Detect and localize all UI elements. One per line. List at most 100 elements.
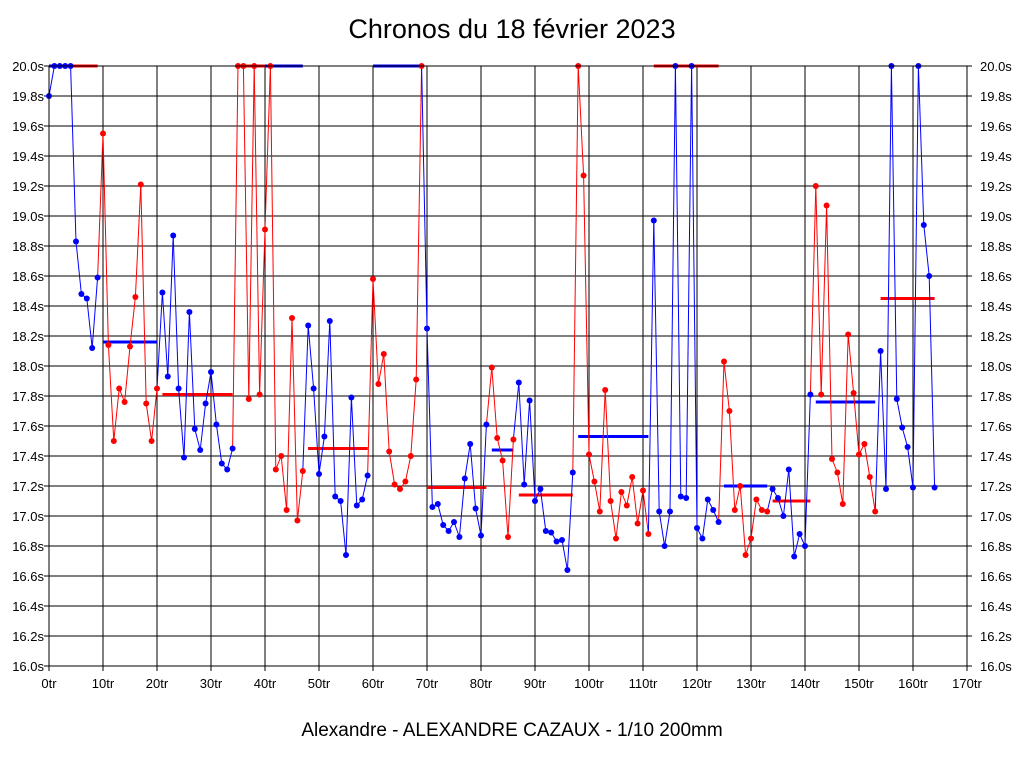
lap-point bbox=[521, 481, 528, 488]
series-line bbox=[502, 460, 509, 538]
x-tick-label: 170tr bbox=[952, 676, 982, 691]
lap-point bbox=[100, 130, 106, 137]
series-line bbox=[842, 334, 849, 505]
lap-point bbox=[262, 226, 268, 233]
lap-point bbox=[537, 486, 544, 492]
y-tick-label-left: 17.2s bbox=[12, 479, 44, 494]
lap-point bbox=[278, 453, 285, 459]
series-line bbox=[804, 394, 811, 547]
series-line bbox=[615, 491, 622, 539]
lap-point bbox=[326, 318, 333, 324]
series-line bbox=[415, 65, 423, 380]
series-line bbox=[512, 382, 520, 440]
lap-point bbox=[370, 276, 376, 282]
lap-point bbox=[629, 474, 636, 480]
series-line bbox=[296, 470, 304, 521]
series-line bbox=[426, 328, 433, 508]
series-line bbox=[912, 65, 919, 488]
lap-point bbox=[726, 408, 733, 414]
series-line bbox=[253, 65, 261, 395]
lap-point bbox=[364, 472, 371, 479]
lap-point bbox=[791, 553, 798, 560]
lap-point bbox=[872, 508, 879, 515]
series-line bbox=[372, 278, 379, 385]
series-line bbox=[896, 398, 903, 428]
lap-point bbox=[451, 519, 457, 525]
lap-point bbox=[742, 552, 749, 558]
lap-point bbox=[429, 504, 436, 510]
lap-point bbox=[343, 552, 349, 558]
series-line bbox=[404, 455, 412, 482]
series-line bbox=[86, 298, 93, 349]
y-tick-label-left: 17.6s bbox=[12, 419, 44, 434]
series-line bbox=[610, 500, 617, 539]
lap-point bbox=[224, 466, 231, 473]
lap-point bbox=[510, 436, 517, 443]
lap-point bbox=[645, 531, 652, 537]
lap-point bbox=[785, 466, 792, 473]
lap-point bbox=[348, 394, 355, 401]
series-line bbox=[853, 392, 860, 455]
series-line bbox=[691, 65, 698, 529]
lap-point bbox=[834, 469, 841, 476]
x-tick-label: 100tr bbox=[574, 676, 604, 691]
lap-point bbox=[483, 421, 490, 428]
lap-point bbox=[591, 478, 598, 485]
lap-point bbox=[850, 390, 857, 396]
lap-point bbox=[164, 373, 171, 380]
series-line bbox=[588, 454, 595, 482]
lap-point bbox=[175, 385, 182, 392]
series-line bbox=[388, 451, 396, 485]
lap-point bbox=[337, 498, 344, 504]
lap-point bbox=[861, 441, 868, 447]
series-line bbox=[777, 497, 784, 517]
y-tick-label-left: 16.8s bbox=[12, 539, 44, 554]
lap-point bbox=[353, 502, 360, 509]
series-line bbox=[885, 65, 892, 490]
lap-point bbox=[116, 385, 123, 392]
y-tick-label-left: 17.4s bbox=[12, 449, 44, 464]
series-line bbox=[97, 133, 104, 278]
series-line bbox=[788, 469, 795, 557]
lap-point bbox=[467, 441, 474, 447]
lap-point bbox=[137, 181, 144, 188]
x-tick-label: 80tr bbox=[470, 676, 493, 691]
lap-point bbox=[321, 433, 328, 440]
lap-point bbox=[710, 507, 717, 513]
lap-point bbox=[197, 447, 204, 453]
series-line bbox=[48, 65, 55, 97]
series-line bbox=[723, 361, 730, 412]
series-line bbox=[475, 508, 482, 536]
lap-point bbox=[105, 342, 112, 348]
series-line bbox=[674, 65, 682, 497]
lap-point bbox=[89, 345, 96, 351]
lap-point bbox=[397, 486, 403, 492]
series-line bbox=[863, 443, 871, 478]
lap-point bbox=[602, 387, 609, 393]
lap-point bbox=[618, 489, 625, 495]
lap-point bbox=[623, 502, 630, 509]
lap-point bbox=[856, 451, 862, 458]
series-line bbox=[815, 185, 822, 395]
series-line bbox=[377, 353, 385, 385]
series-line bbox=[156, 292, 163, 389]
lap-point bbox=[445, 528, 452, 534]
series-line bbox=[739, 485, 747, 556]
lap-point bbox=[305, 322, 312, 329]
y-tick-label-right: 17.0s bbox=[980, 509, 1012, 524]
lap-point bbox=[148, 438, 155, 444]
y-tick-label-right: 17.8s bbox=[980, 389, 1012, 404]
axis-labels: 0tr 10tr 20tr 30tr 40tr 50tr 60tr 70tr 80tr 90tr 1… bbox=[12, 59, 1012, 691]
series-line bbox=[367, 278, 374, 476]
series-line bbox=[350, 397, 358, 506]
lap-point bbox=[186, 309, 193, 315]
series-line bbox=[658, 511, 666, 547]
y-tick-label-right: 19.0s bbox=[980, 209, 1012, 224]
lap-point bbox=[488, 364, 495, 371]
lap-point bbox=[721, 358, 727, 365]
lap-point bbox=[829, 456, 835, 462]
lap-point bbox=[316, 471, 322, 477]
lap-point bbox=[748, 535, 754, 542]
series-line bbox=[734, 485, 741, 511]
lap-point bbox=[213, 421, 220, 428]
